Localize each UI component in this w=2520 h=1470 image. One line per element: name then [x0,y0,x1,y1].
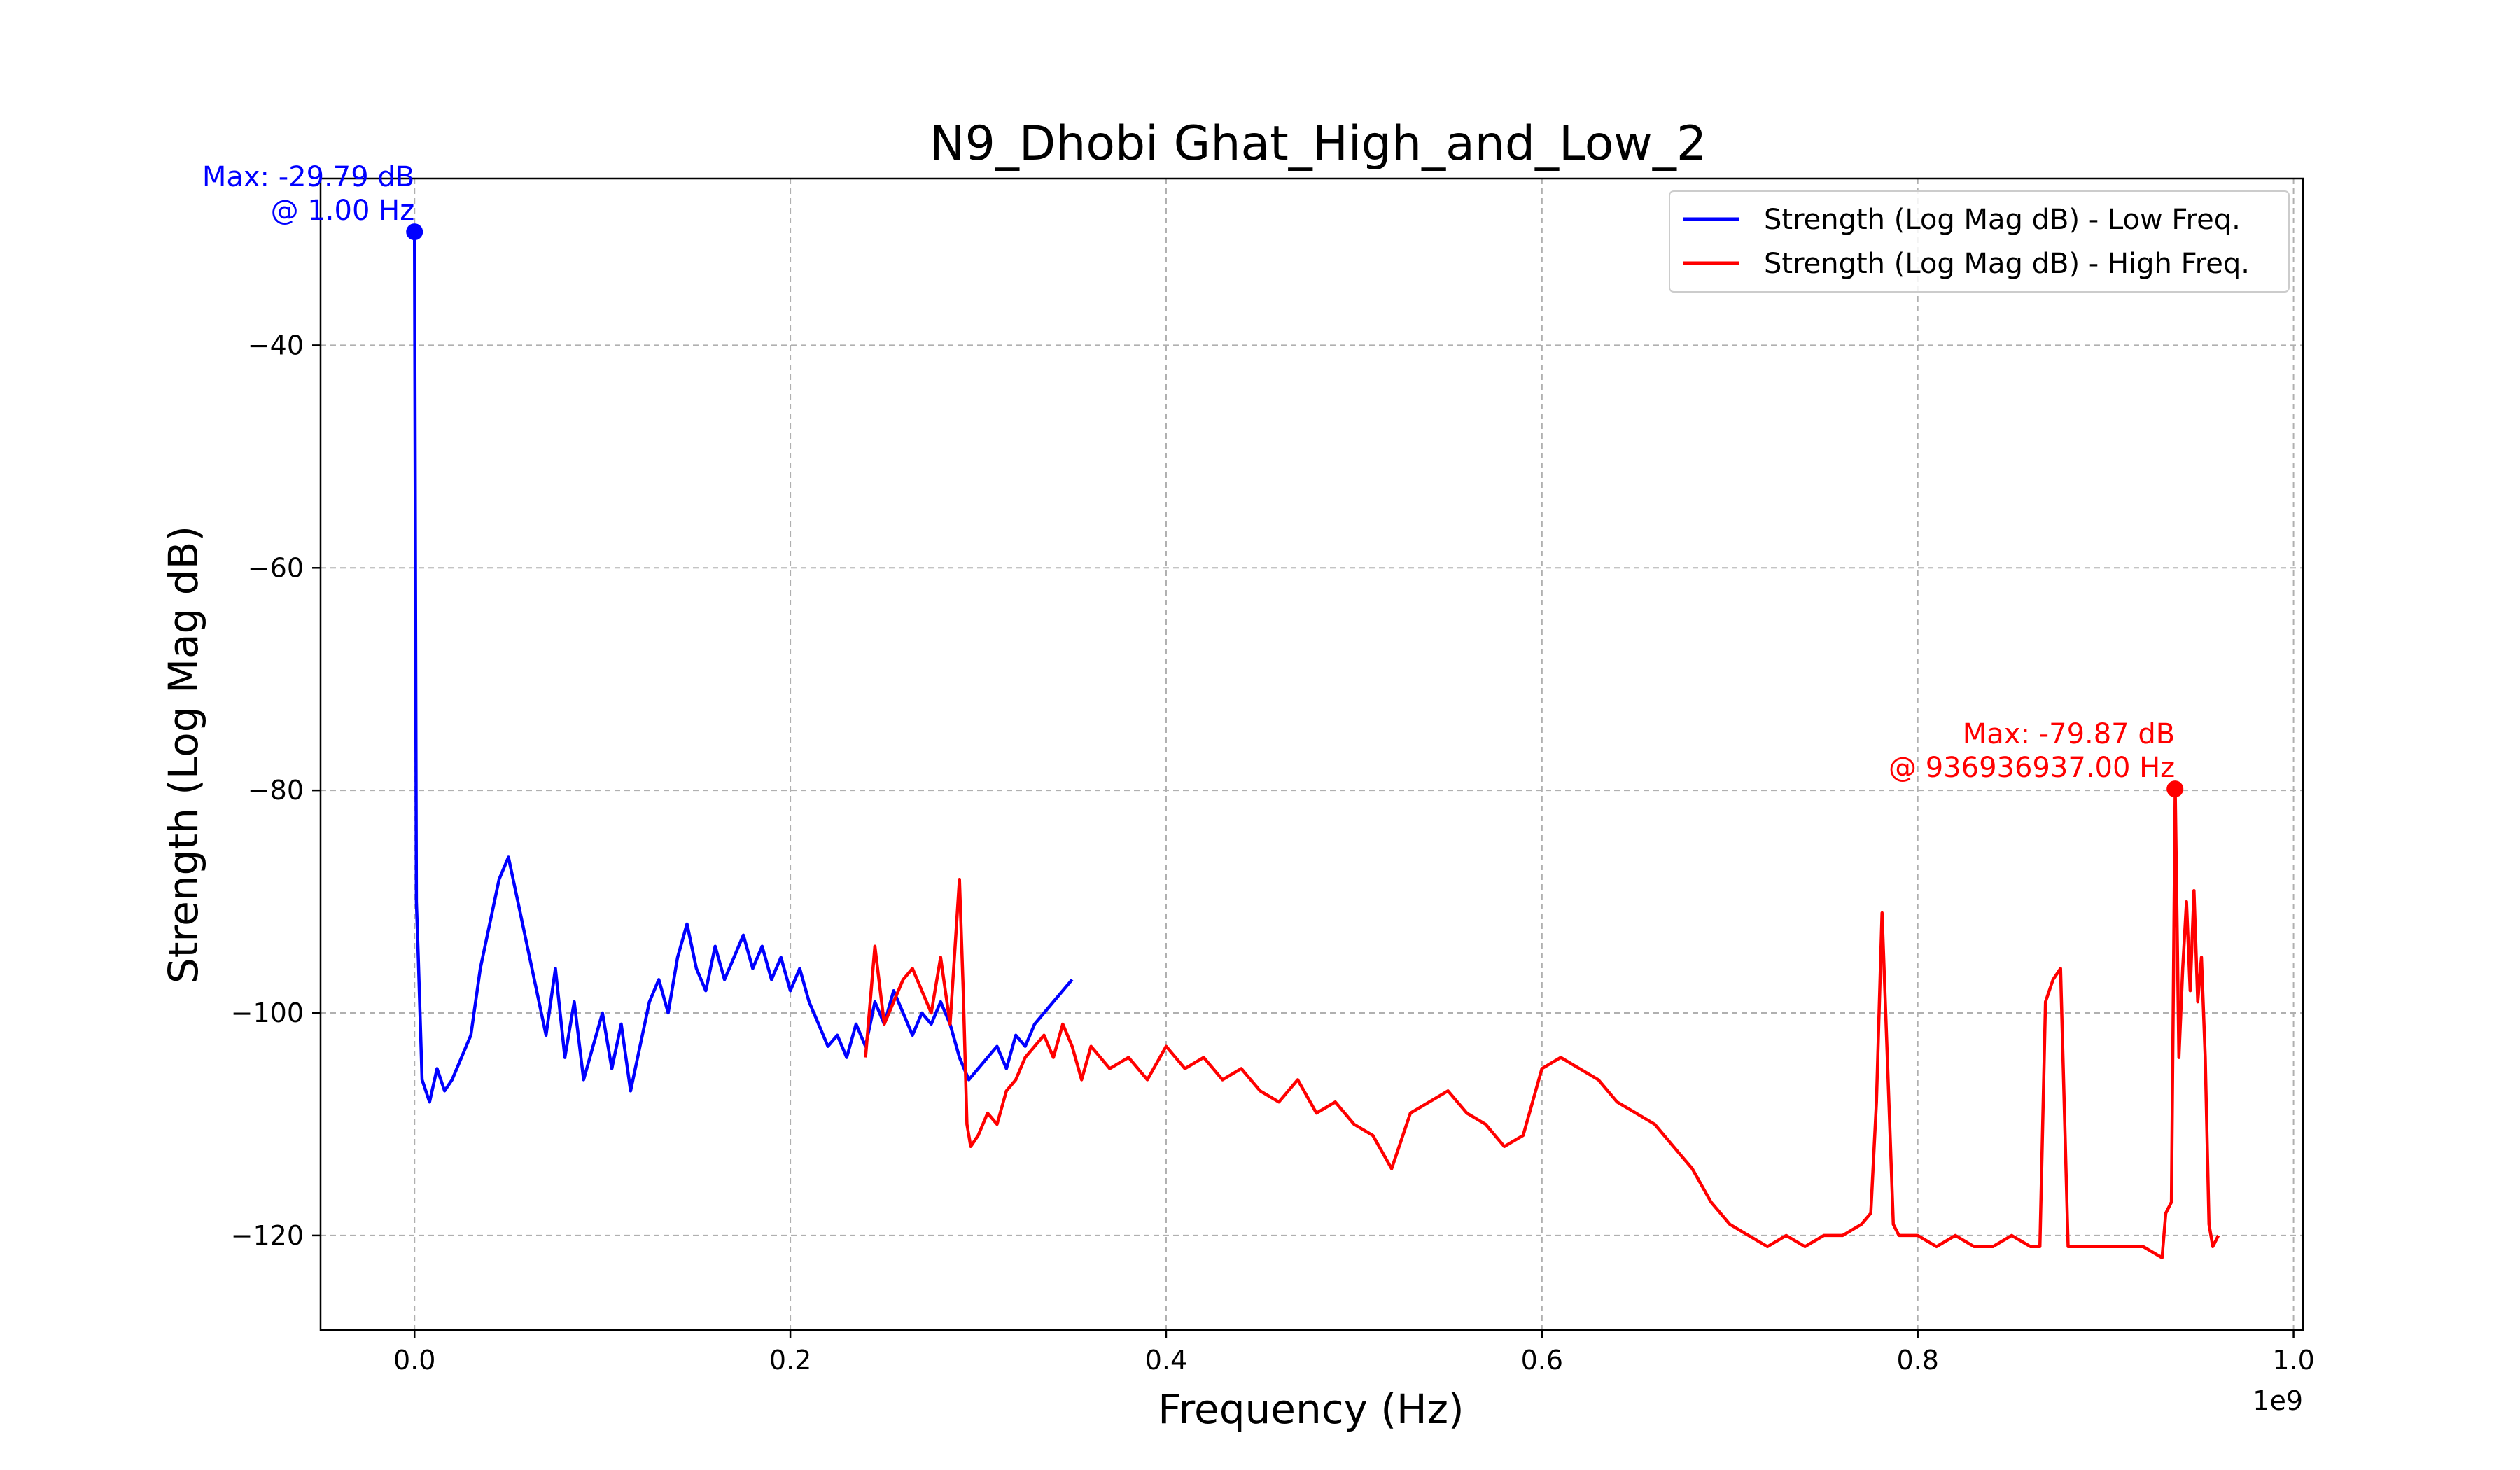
legend: Strength (Log Mag dB) - Low Freq. Strengt… [1669,190,2290,293]
x-tick-label: 0.2 [769,1345,811,1376]
max-annotation-value: Max: -79.87 dB [1963,718,2175,750]
x-tick-label: 0.6 [1521,1345,1563,1376]
y-tick-label: −120 [231,1220,304,1251]
grid [321,178,2303,1330]
legend-entry-label: Strength (Log Mag dB) - Low Freq. [1764,204,2241,236]
x-tick-label: 0.4 [1145,1345,1187,1376]
max-annotations: Max: -29.79 dB@ 1.00 Hz Max: -79.87 dB@ 9… [202,161,2184,798]
axis-ticks: 0.0 0.2 0.4 0.6 0.8 1.0 −40 −60 −80 −100 −120 [231,330,2315,1376]
x-axis-label: Frequency (Hz) [1158,1385,1464,1433]
y-tick-label: −40 [248,330,304,360]
series-lines [412,232,2220,1259]
x-tick-label: 0.0 [393,1345,435,1376]
series-high-freq-line [864,787,2220,1259]
max-annotation-frequency: @ 936936937.00 Hz [1889,752,2175,784]
y-tick-label: −100 [231,997,304,1028]
x-tick-label: 0.8 [1896,1345,1938,1376]
legend-entry-label: Strength (Log Mag dB) - High Freq. [1764,248,2250,280]
x-tick-label: 1.0 [2272,1345,2314,1376]
plot-area-frame [319,177,2304,1331]
series-low-freq-line [412,232,1074,1104]
high-freq-max-marker [2166,780,2184,798]
y-tick-label: −80 [248,775,304,806]
max-annotation-value: Max: -29.79 dB [202,161,414,193]
chart-title: N9_Dhobi Ghat_High_and_Low_2 [930,116,1707,172]
max-annotation-frequency: @ 1.00 Hz [271,195,415,227]
legend-box [1669,190,2290,293]
y-axis-label: Strength (Log Mag dB) [160,526,207,983]
low-freq-max-marker [406,223,424,241]
x-axis-offset-label: 1e9 [2253,1385,2303,1416]
y-tick-label: −60 [248,552,304,583]
